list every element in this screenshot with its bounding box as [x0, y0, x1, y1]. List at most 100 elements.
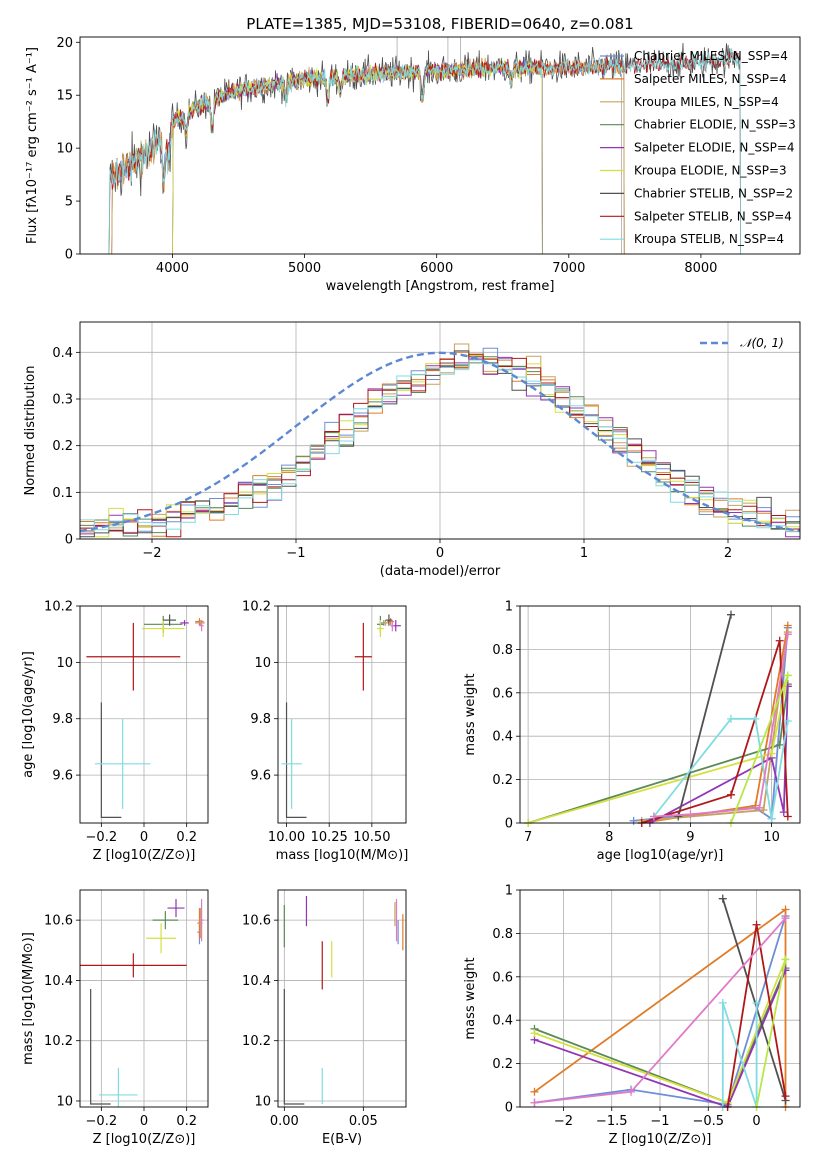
error-point-1 [195, 618, 204, 625]
y-tick-label: 10.2 [242, 1034, 271, 1049]
x-tick-label: 6000 [420, 261, 453, 276]
y-tick-label: 0.8 [492, 643, 513, 658]
weight-series-0 [633, 627, 789, 822]
weight-marker [649, 812, 658, 821]
corner-marker [90, 988, 111, 1105]
x-axis-label: Z [log10(Z/Z⊙)] [609, 1132, 712, 1147]
axes-frame [277, 605, 407, 824]
y-tick-label: 0.2 [492, 773, 513, 788]
weight-marker [627, 1087, 636, 1096]
axes-frame [79, 321, 801, 540]
error-point-1 [387, 618, 395, 625]
error-point-9 [385, 614, 393, 626]
legend-label-6: Chabrier STELIB, N_SSP=2 [634, 186, 793, 200]
mass_vs_ebv-axes: 0.00 0.05 10 10.2 10.4 10.6 E(B-V) [242, 889, 407, 1147]
x-axis-label: (data-model)/error [380, 564, 501, 579]
y-tick-label: 0.2 [52, 439, 73, 454]
y-tick-label: 0.4 [492, 730, 513, 745]
y-tick-label: 1 [505, 884, 513, 899]
weight-marker [727, 790, 736, 799]
x-tick-label: 10.00 [268, 830, 305, 845]
error-point-2 [196, 620, 205, 626]
y-axis-label: mass [log10(M/M⊙)] [21, 932, 36, 1065]
x-tick-label: 0 [436, 546, 444, 561]
spectrum-legend: Chabrier MILES, N_SSP=4 Salpeter MILES, N… [600, 49, 796, 246]
x-tick-label: 4000 [156, 261, 189, 276]
error-point-3 [152, 911, 179, 930]
weight-series-6 [677, 614, 732, 817]
weight-marker [783, 630, 792, 639]
weight-marker [781, 1092, 790, 1101]
y-tick-label: 0.3 [52, 393, 73, 408]
axes-frame [79, 605, 209, 824]
legend-label-normal: 𝒩(0, 1) [740, 336, 784, 350]
weight-series-5 [721, 898, 787, 1101]
corner-marker [100, 702, 122, 818]
x-tick-label: 0.00 [270, 1114, 299, 1129]
y-tick-label: 1 [505, 600, 513, 615]
weight-marker [751, 714, 760, 723]
weight-series-5 [527, 675, 789, 823]
weight-marker [674, 812, 683, 821]
x-tick-label: −1.5 [596, 1114, 628, 1129]
mass_weight_vs_Z-axes: −2 −1.5 −1 −0.5 0 0 0.2 0.4 0.6 0.8 1 Z [log10(Z/Z⊙… [463, 884, 801, 1147]
y-tick-label: 9.6 [250, 769, 271, 784]
spectrum-series-1 [111, 57, 625, 254]
age_vs_Z-axes: −0.2 0 0.2 9.6 9.8 10 10.2 Z [log10(Z/Z⊙)] age [… [21, 600, 209, 863]
x-axis-label: E(B-V) [322, 1132, 362, 1147]
axes-frame [519, 889, 801, 1108]
spectrum-series-0 [111, 57, 625, 254]
weight-series-2 [641, 631, 789, 822]
spectrum-series-8 [108, 47, 741, 254]
y-tick-label: 10 [56, 1094, 73, 1109]
y-tick-label: 10 [56, 142, 73, 157]
x-tick-label: 8 [605, 830, 613, 845]
weight-marker [718, 894, 727, 903]
y-tick-label: 10.2 [44, 600, 73, 615]
corner-marker [283, 988, 305, 1105]
legend-label-7: Salpeter STELIB, N_SSP=4 [634, 209, 792, 223]
corner-marker [285, 702, 307, 818]
x-tick-label: 5000 [288, 261, 321, 276]
weight-marker [686, 810, 695, 819]
y-tick-label: 10.6 [242, 914, 271, 929]
weight-series-10 [730, 675, 789, 823]
spectrum-axes: 4000 5000 6000 7000 8000 0 5 10 15 20 wavelength [… [25, 36, 801, 294]
x-tick-label: 10 [763, 830, 780, 845]
x-tick-label: 7000 [552, 261, 585, 276]
weight-series-7 [721, 1002, 758, 1107]
y-tick-label: 0.1 [52, 486, 73, 501]
error-point-4 [180, 620, 189, 626]
x-tick-label: −1 [286, 546, 305, 561]
histogram-axes: −2 −1 0 1 2 0 0.1 0.2 0.3 0.4 (data-model)/error No… [23, 321, 801, 579]
legend-label-1: Salpeter MILES, N_SSP=4 [634, 72, 787, 86]
y-tick-label: 10.2 [242, 600, 271, 615]
weight-marker [781, 914, 790, 923]
weight-marker [530, 1098, 539, 1107]
y-axis-label: Normed distribution [23, 366, 38, 496]
error-point-9 [199, 899, 204, 942]
y-tick-label: 9.8 [52, 712, 73, 727]
x-tick-label: 0.2 [176, 830, 197, 845]
error-point-10 [390, 620, 395, 632]
x-tick-label: 8000 [684, 261, 717, 276]
x-axis-label: age [log10(age/yr)] [597, 848, 724, 863]
y-tick-label: 0.6 [492, 970, 513, 985]
x-axis-label: Z [log10(Z/Z⊙)] [93, 1132, 196, 1147]
error-point-2 [382, 620, 389, 626]
y-tick-label: 0 [65, 533, 73, 548]
error-point-5 [376, 620, 384, 637]
y-tick-label: 15 [56, 89, 73, 104]
weight-marker [775, 636, 784, 645]
weight-marker [530, 1029, 539, 1038]
hist-series-7 [80, 353, 800, 538]
y-tick-label: 10 [56, 656, 73, 671]
x-tick-label: 7 [524, 830, 532, 845]
y-tick-label: 9.8 [250, 712, 271, 727]
y-tick-label: 20 [56, 36, 73, 51]
weight-marker [783, 717, 792, 726]
weight-marker [781, 905, 790, 914]
y-tick-label: 0.4 [52, 346, 73, 361]
x-tick-label: 0.05 [349, 1114, 378, 1129]
